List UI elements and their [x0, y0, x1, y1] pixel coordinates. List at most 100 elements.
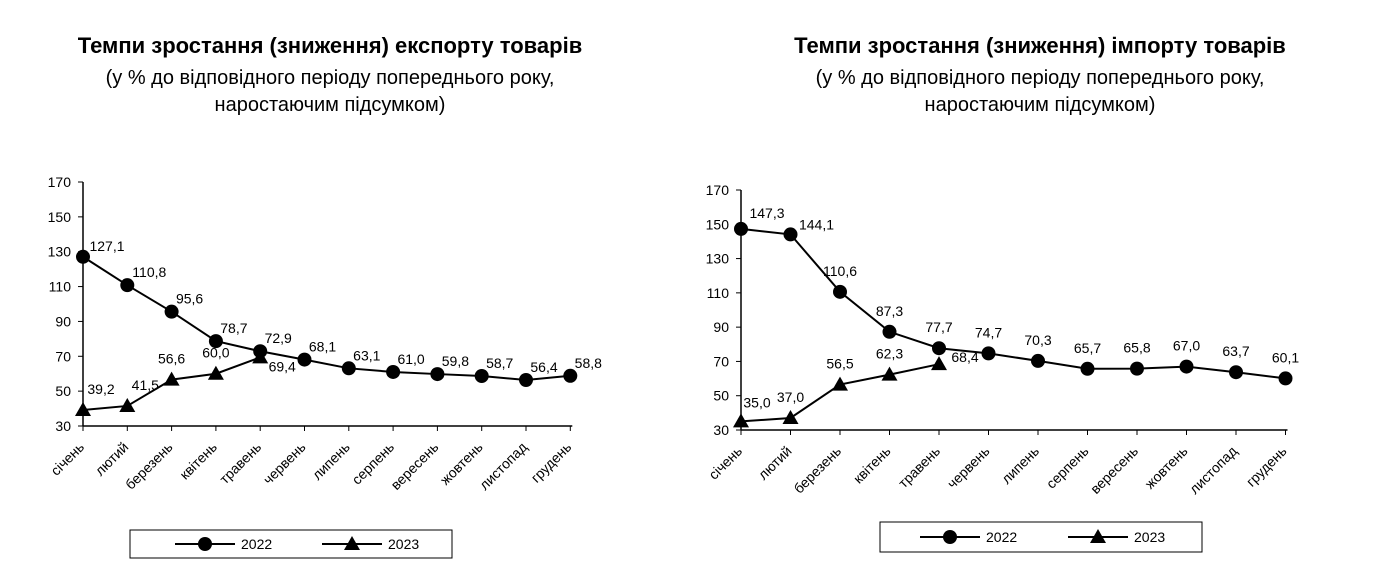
export-x-tick-label: вересень [387, 439, 441, 493]
import-point-2022 [932, 341, 946, 356]
import-y-tick-label: 90 [713, 319, 729, 335]
export-chart-subtitle-line2: наростаючим підсумком) [214, 94, 446, 116]
export-point-2022 [120, 278, 135, 293]
export-point-2023 [207, 365, 224, 380]
export-data-label-2022: 127,1 [89, 238, 124, 254]
import-data-label-2023: 37,0 [777, 389, 804, 405]
import-x-tick-label: січень [705, 443, 745, 483]
import-y-tick-label: 150 [706, 216, 730, 232]
import-point-2022 [1130, 361, 1144, 376]
export-point-2023 [252, 349, 269, 364]
export-x-tick-label: грудень [528, 439, 575, 486]
export-data-label-2022: 68,1 [309, 339, 336, 355]
export-data-label-2023: 56,6 [158, 351, 185, 367]
import-point-2022 [882, 324, 897, 339]
export-chart-subtitle-line1: (у % до відповідного періоду попередньог… [105, 67, 555, 89]
export-data-label-2023: 41,5 [132, 377, 159, 393]
export-point-2023 [75, 401, 91, 416]
export-y-tick-label: 70 [55, 348, 71, 364]
export-data-label-2022: 58,7 [486, 355, 513, 371]
import-data-label-2022: 144,1 [799, 216, 834, 232]
import-x-tick-label: листопад [1186, 443, 1240, 497]
import-y-tick-label: 30 [713, 422, 729, 438]
import-y-tick-label: 130 [706, 251, 730, 267]
import-x-tick-label: травень [895, 443, 943, 491]
import-data-label-2022: 77,7 [925, 319, 952, 335]
import-point-2022 [1229, 365, 1243, 380]
import-data-label-2022: 70,3 [1024, 332, 1051, 348]
export-data-label-2022: 110,8 [132, 264, 166, 280]
import-chart-subtitle-line2: наростаючим підсумком) [924, 94, 1156, 116]
import-x-tick-label: червень [944, 443, 993, 492]
import-series-2023-line [740, 363, 940, 423]
import-data-label-2022: 74,7 [975, 324, 1002, 340]
import-point-2023 [733, 413, 749, 428]
import-legend-marker-2022 [943, 530, 957, 544]
export-y-tick-label: 130 [48, 244, 72, 260]
import-legend-label-2022: 2022 [986, 529, 1017, 545]
import-point-2023 [832, 376, 848, 391]
import-point-2023 [931, 356, 947, 371]
import-point-2022 [1080, 361, 1095, 376]
export-data-label-2023: 69,4 [269, 358, 296, 374]
export-point-2022 [474, 368, 489, 383]
import-data-label-2022: 147,3 [749, 205, 784, 221]
export-legend-marker-2022 [198, 537, 212, 551]
export-point-2022 [430, 367, 445, 382]
export-point-2023 [163, 371, 180, 386]
import-point-2022 [833, 284, 847, 299]
export-x-tick-label: січень [47, 439, 87, 479]
export-point-2022 [76, 249, 90, 264]
export-y-tick-label: 150 [48, 209, 72, 225]
import-y-tick-label: 50 [713, 388, 729, 404]
export-point-2022 [341, 361, 356, 376]
import-x-tick-label: квітень [850, 443, 894, 487]
import-data-label-2023: 56,5 [826, 356, 853, 372]
import-data-label-2022: 67,0 [1173, 338, 1200, 354]
import-point-2022 [1278, 371, 1293, 386]
export-x-tick-label: листопад [476, 439, 530, 493]
import-chart-title: Темпи зростання (зниження) імпорту товар… [794, 33, 1286, 58]
import-x-tick-label: вересень [1087, 443, 1141, 497]
import-x-tick-label: жовтень [1142, 443, 1191, 492]
export-point-2022 [164, 304, 179, 319]
export-legend-label-2023: 2023 [388, 536, 419, 552]
export-series-2022-line [82, 255, 571, 381]
import-y-tick-label: 170 [706, 182, 730, 198]
import-point-2022 [1031, 353, 1045, 368]
export-point-2023 [119, 397, 136, 412]
export-data-label-2022: 95,6 [176, 291, 203, 307]
export-data-label-2022: 78,7 [220, 320, 247, 336]
import-x-tick-label: лютий [755, 443, 795, 483]
export-data-label-2022: 61,0 [397, 351, 424, 367]
export-x-tick-label: червень [260, 439, 309, 488]
export-data-label-2023: 39,2 [87, 381, 114, 397]
export-y-tick-label: 50 [55, 383, 71, 399]
import-x-tick-label: березень [790, 443, 844, 497]
import-y-tick-label: 70 [713, 353, 729, 369]
export-data-label-2022: 59,8 [442, 353, 469, 369]
export-data-label-2022: 58,8 [575, 355, 602, 371]
import-point-2023 [782, 410, 799, 424]
import-data-label-2023: 68,4 [951, 349, 978, 365]
export-point-2022 [563, 368, 578, 383]
import-data-label-2022: 110,6 [823, 263, 857, 279]
import-data-label-2022: 65,7 [1074, 340, 1101, 356]
import-point-2022 [1179, 359, 1194, 374]
import-x-tick-label: грудень [1243, 443, 1290, 490]
export-chart-title: Темпи зростання (зниження) експорту това… [77, 33, 583, 58]
import-x-tick-label: серпень [1043, 443, 1092, 492]
export-legend-marker-2023 [344, 536, 360, 550]
export-data-label-2022: 56,4 [530, 359, 557, 375]
export-y-tick-label: 90 [55, 313, 71, 329]
import-series-2022-line [740, 227, 1286, 380]
export-y-tick-label: 30 [55, 418, 71, 434]
import-chart-subtitle-line1: (у % до відповідного періоду попередньог… [815, 67, 1265, 89]
import-data-label-2023: 35,0 [743, 394, 770, 410]
export-point-2022 [208, 334, 223, 349]
export-y-tick-label: 110 [49, 279, 72, 295]
import-point-2023 [881, 366, 898, 381]
export-x-tick-label: лютий [92, 439, 132, 479]
